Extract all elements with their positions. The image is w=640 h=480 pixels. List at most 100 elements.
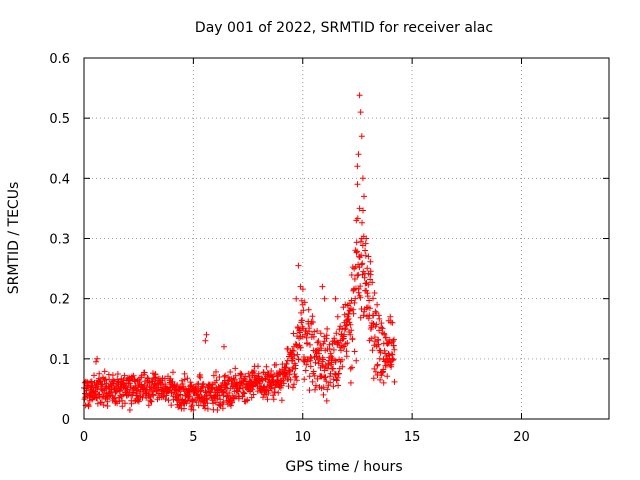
data-point	[141, 369, 148, 376]
data-point	[387, 313, 394, 320]
data-point	[324, 386, 331, 393]
data-point	[343, 353, 350, 360]
data-point	[355, 286, 362, 292]
data-point	[385, 340, 391, 347]
data-point	[334, 374, 341, 381]
data-point	[268, 368, 275, 374]
data-point	[344, 316, 351, 323]
data-point	[212, 399, 219, 406]
data-point	[83, 387, 90, 394]
data-point	[310, 333, 317, 340]
data-point	[313, 353, 320, 360]
data-point	[317, 342, 324, 348]
data-point	[370, 295, 376, 302]
data-point	[280, 380, 287, 387]
data-point	[94, 395, 101, 401]
data-point	[354, 272, 361, 279]
data-point	[351, 276, 358, 282]
data-point	[381, 358, 388, 365]
data-point	[312, 386, 318, 393]
data-point	[323, 332, 330, 339]
data-point	[295, 356, 302, 363]
data-point	[354, 163, 361, 170]
data-point	[366, 297, 373, 304]
data-point	[356, 92, 363, 99]
data-point	[181, 376, 188, 383]
data-point	[145, 375, 152, 382]
data-point	[321, 367, 328, 374]
data-point	[353, 217, 360, 224]
data-point	[354, 248, 360, 255]
data-point	[255, 370, 262, 377]
data-point	[362, 240, 369, 247]
data-point	[339, 356, 345, 363]
data-point	[241, 390, 248, 397]
data-point	[383, 334, 390, 341]
data-point	[348, 327, 355, 334]
y-axis-label: SRMTID / TECUs	[6, 182, 22, 295]
data-point	[286, 367, 293, 374]
data-point	[203, 331, 210, 338]
data-point	[349, 336, 356, 343]
data-point	[165, 397, 172, 404]
data-point	[367, 258, 374, 265]
x-tick-label: 0	[80, 430, 88, 445]
data-point	[188, 403, 195, 410]
data-point	[371, 342, 378, 349]
data-point	[181, 370, 188, 377]
data-point	[327, 350, 334, 357]
data-point	[290, 330, 297, 337]
data-point	[222, 384, 229, 391]
data-point	[339, 325, 346, 332]
data-point	[357, 294, 364, 301]
data-point	[326, 345, 333, 352]
data-point	[270, 396, 277, 403]
data-point	[91, 372, 97, 379]
data-point	[250, 391, 257, 398]
data-point	[94, 355, 101, 362]
data-point	[303, 361, 310, 368]
data-point	[333, 330, 340, 337]
data-point	[221, 343, 227, 350]
data-point	[359, 219, 365, 226]
data-point	[380, 379, 387, 386]
data-point	[161, 375, 168, 382]
data-point	[309, 378, 316, 385]
data-point	[341, 343, 348, 350]
data-point	[321, 295, 328, 302]
data-point	[162, 396, 169, 403]
data-point	[100, 402, 107, 408]
x-axis-label: GPS time / hours	[285, 459, 402, 475]
data-point	[320, 391, 327, 398]
data-point	[210, 372, 217, 379]
data-point	[357, 238, 364, 245]
data-point	[265, 387, 272, 394]
data-point	[299, 317, 306, 324]
data-point	[307, 341, 313, 348]
data-point	[370, 375, 377, 382]
data-point	[232, 372, 239, 379]
data-point	[268, 385, 275, 392]
data-point	[342, 301, 349, 308]
data-point	[311, 328, 318, 335]
data-point	[339, 363, 346, 370]
data-point	[220, 399, 227, 406]
y-tick-label: 0.6	[49, 52, 70, 67]
data-point	[148, 398, 155, 405]
data-point	[361, 193, 367, 200]
data-point	[384, 373, 391, 380]
y-tick-label: 0.2	[49, 293, 70, 308]
data-point	[189, 402, 196, 409]
data-point	[287, 376, 294, 383]
data-point	[388, 361, 395, 368]
data-point	[320, 340, 327, 347]
data-point	[151, 374, 158, 381]
data-point	[369, 320, 375, 326]
data-point	[341, 326, 348, 333]
data-point	[248, 394, 255, 401]
data-point	[377, 349, 384, 356]
data-point	[135, 398, 142, 405]
data-point	[369, 279, 376, 286]
data-point	[210, 400, 217, 407]
data-point	[150, 392, 157, 399]
